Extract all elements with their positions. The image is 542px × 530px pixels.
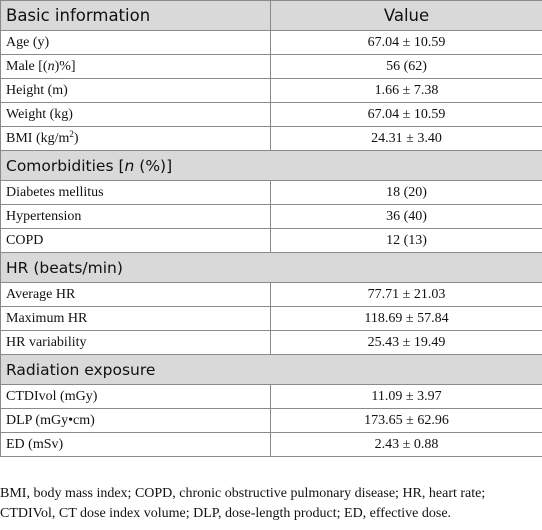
section-title: Comorbidities [n (%)] <box>0 150 542 181</box>
table-header-row: Basic information Value <box>0 0 542 31</box>
row-label: Age (y) <box>0 30 271 55</box>
baseline-characteristics-table: Basic information Value Age (y) 67.04 ± … <box>0 0 542 457</box>
label-text: )%] <box>54 58 76 74</box>
row-value: 11.09 ± 3.97 <box>270 384 542 409</box>
table-row: Diabetes mellitus 18 (20) <box>0 180 542 205</box>
section-title: HR (beats/min) <box>0 252 542 283</box>
table-row: COPD 12 (13) <box>0 228 542 253</box>
label-superscript: 2 <box>69 128 74 139</box>
table-row: HR variability 25.43 ± 19.49 <box>0 330 542 355</box>
label-text: ) <box>73 130 79 146</box>
table-footnote: BMI, body mass index; COPD, chronic obst… <box>0 484 542 524</box>
table-row: BMI (kg/m2) 24.31 ± 3.40 <box>0 126 542 151</box>
row-label: Diabetes mellitus <box>0 180 271 205</box>
row-value: 1.66 ± 7.38 <box>270 78 542 103</box>
section-header-radiation: Radiation exposure <box>0 354 542 385</box>
row-value: 18 (20) <box>270 180 542 205</box>
table-row: Age (y) 67.04 ± 10.59 <box>0 30 542 55</box>
table-row: Average HR 77.71 ± 21.03 <box>0 282 542 307</box>
row-label: Height (m) <box>0 78 271 103</box>
row-label: DLP (mGy•cm) <box>0 408 271 433</box>
row-value: 67.04 ± 10.59 <box>270 30 542 55</box>
row-value: 36 (40) <box>270 204 542 229</box>
row-value: 2.43 ± 0.88 <box>270 432 542 457</box>
row-label: Average HR <box>0 282 271 307</box>
section-header-hr: HR (beats/min) <box>0 252 542 283</box>
section-title-text: Comorbidities [ <box>6 156 125 175</box>
row-label: ED (mSv) <box>0 432 271 457</box>
row-label: COPD <box>0 228 271 253</box>
row-label: Weight (kg) <box>0 102 271 127</box>
table-row: Height (m) 1.66 ± 7.38 <box>0 78 542 103</box>
footnote-line-2: CTDIVol, CT dose index volume; DLP, dose… <box>0 506 452 521</box>
header-value: Value <box>270 0 542 31</box>
row-label: CTDIvol (mGy) <box>0 384 271 409</box>
table-row: DLP (mGy•cm) 173.65 ± 62.96 <box>0 408 542 433</box>
label-text: BMI (kg/m <box>6 130 70 146</box>
table-row: Maximum HR 118.69 ± 57.84 <box>0 306 542 331</box>
section-title-text: (%)] <box>134 156 173 175</box>
row-label: HR variability <box>0 330 271 355</box>
label-italic-n: n <box>47 58 55 74</box>
row-value: 67.04 ± 10.59 <box>270 102 542 127</box>
table-row: Male [(n)%] 56 (62) <box>0 54 542 79</box>
section-title: Radiation exposure <box>0 354 542 385</box>
section-title-italic-n: n <box>124 156 135 175</box>
header-basic-information: Basic information <box>0 0 271 31</box>
row-label: Maximum HR <box>0 306 271 331</box>
footnote-line-1: BMI, body mass index; COPD, chronic obst… <box>0 486 486 501</box>
table-row: CTDIvol (mGy) 11.09 ± 3.97 <box>0 384 542 409</box>
row-value: 77.71 ± 21.03 <box>270 282 542 307</box>
row-value: 173.65 ± 62.96 <box>270 408 542 433</box>
baseline-characteristics-table-container: Basic information Value Age (y) 67.04 ± … <box>0 0 542 457</box>
section-header-comorbidities: Comorbidities [n (%)] <box>0 150 542 181</box>
row-value: 24.31 ± 3.40 <box>270 126 542 151</box>
table-row: Hypertension 36 (40) <box>0 204 542 229</box>
row-value: 56 (62) <box>270 54 542 79</box>
row-label: BMI (kg/m2) <box>0 126 271 151</box>
row-label: Male [(n)%] <box>0 54 271 79</box>
row-label: Hypertension <box>0 204 271 229</box>
row-value: 118.69 ± 57.84 <box>270 306 542 331</box>
row-value: 12 (13) <box>270 228 542 253</box>
row-value: 25.43 ± 19.49 <box>270 330 542 355</box>
table-row: ED (mSv) 2.43 ± 0.88 <box>0 432 542 457</box>
label-text: Male [( <box>6 58 48 74</box>
table-row: Weight (kg) 67.04 ± 10.59 <box>0 102 542 127</box>
